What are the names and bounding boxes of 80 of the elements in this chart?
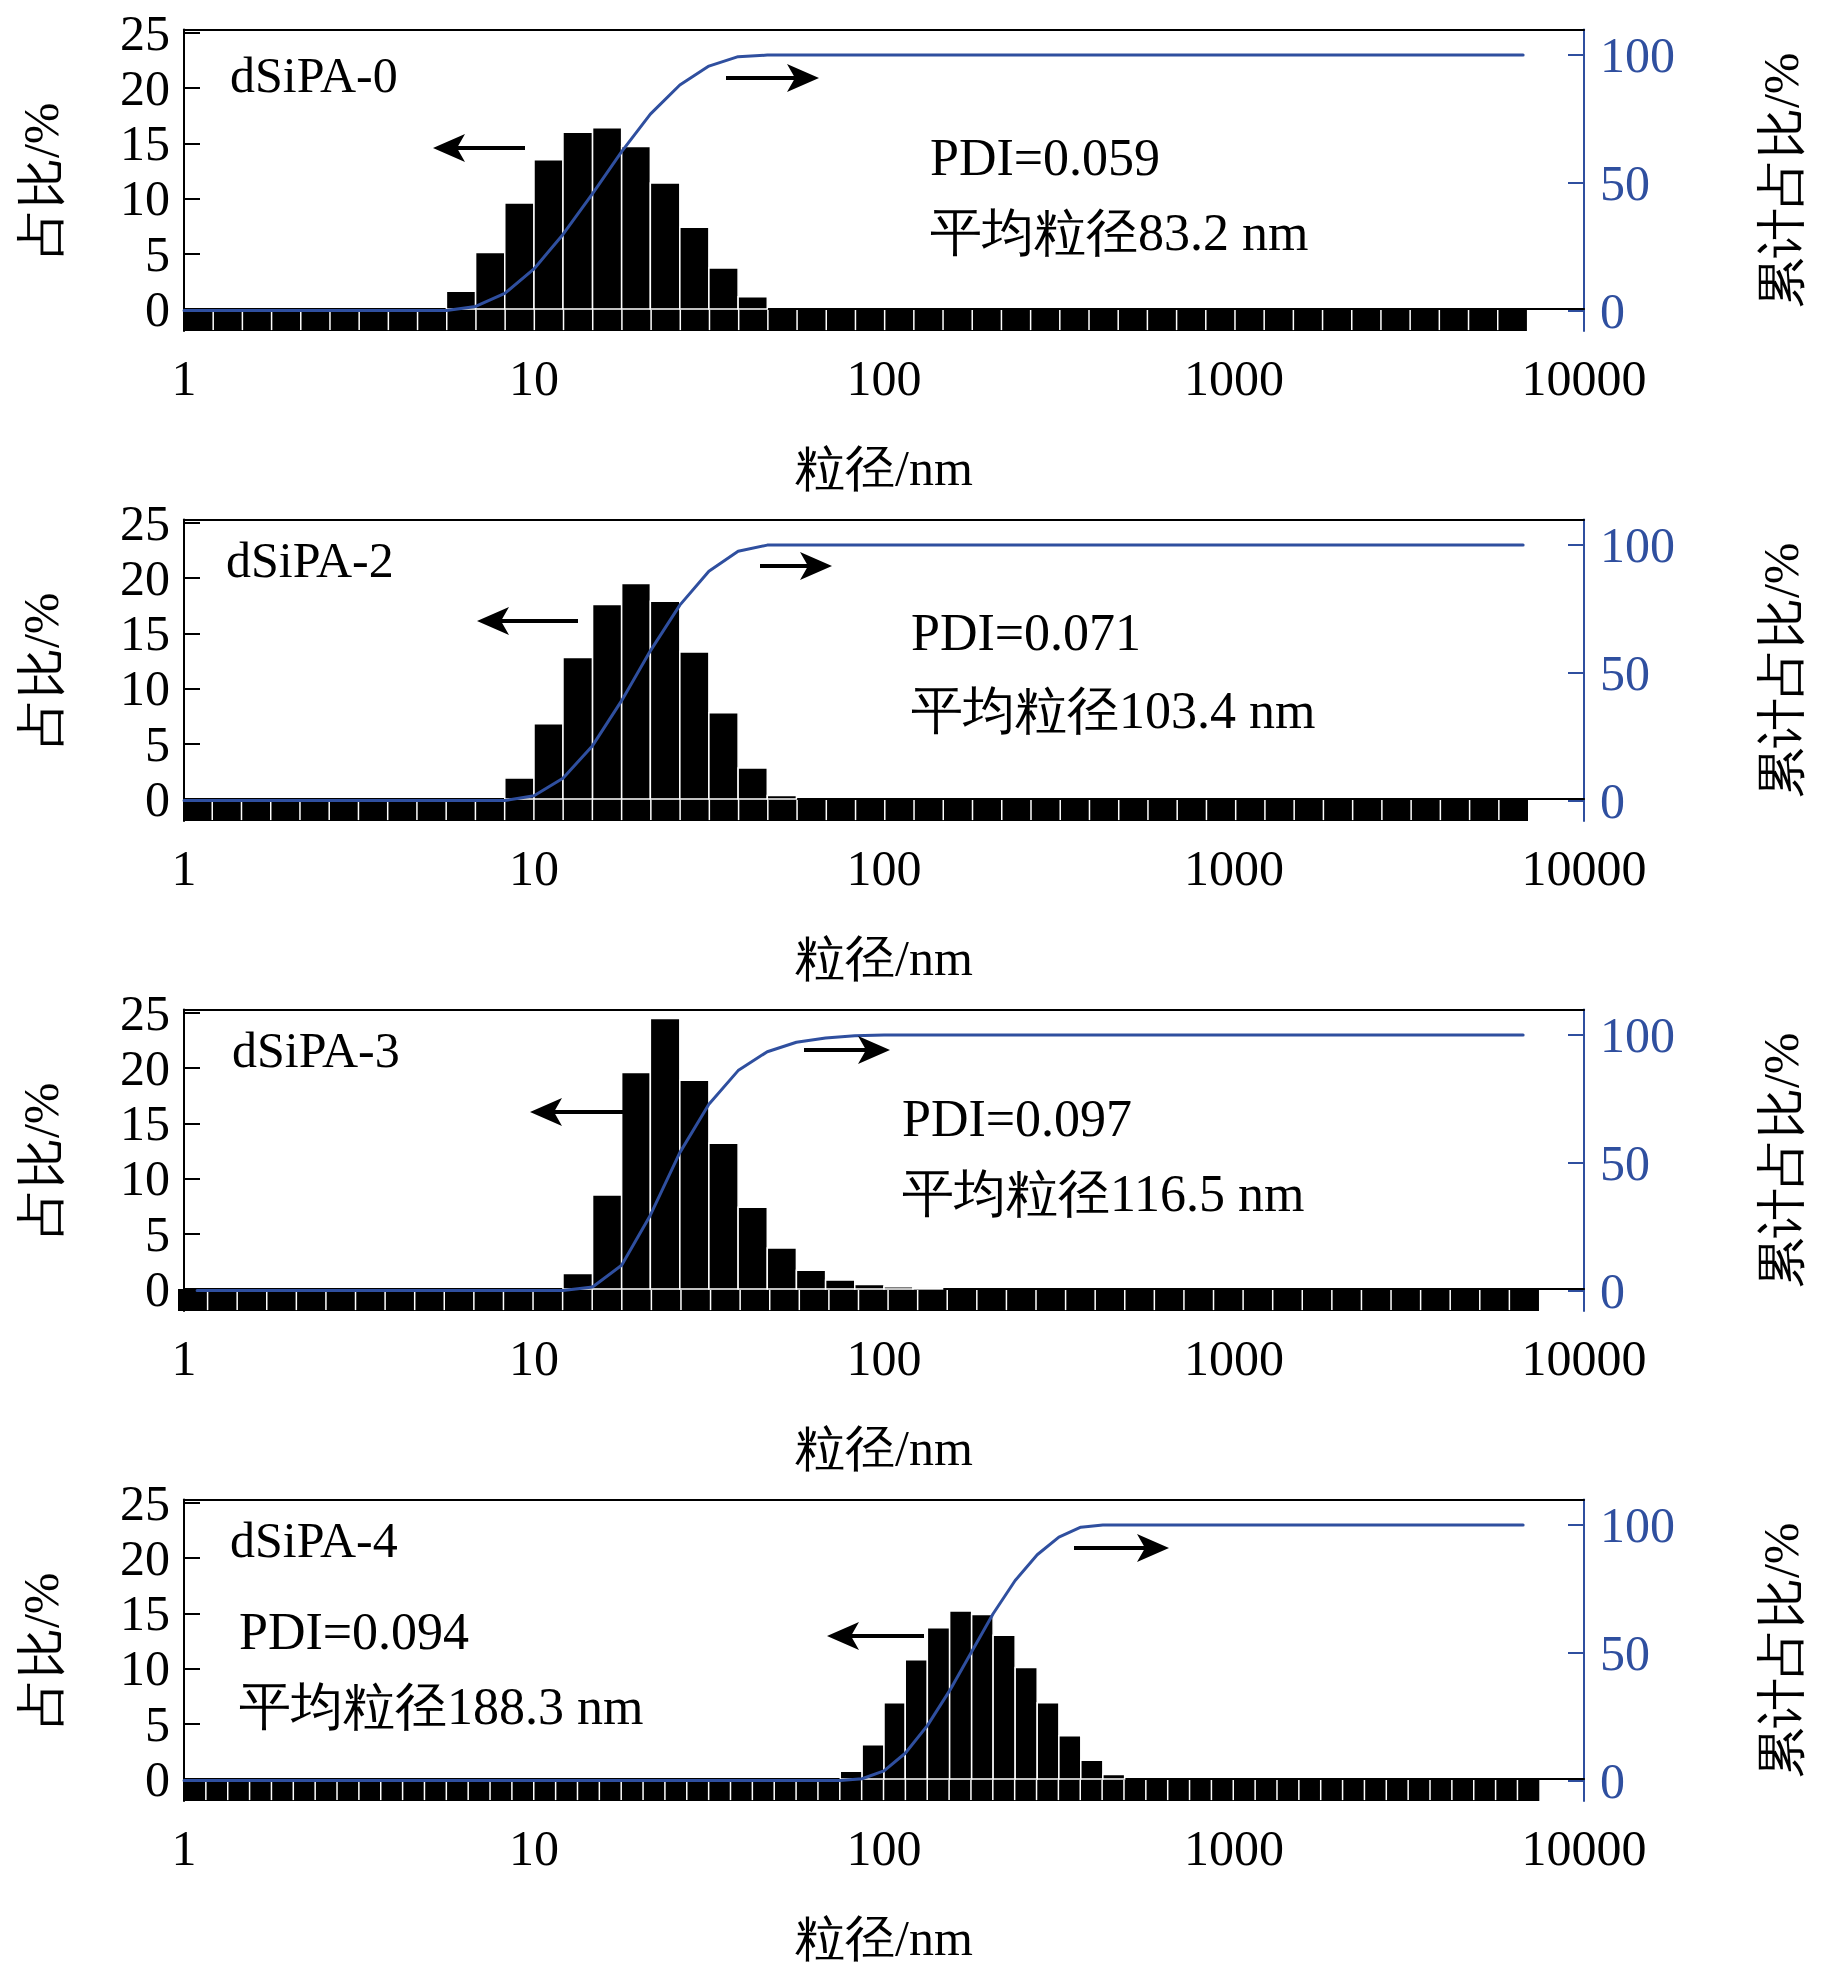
y-tick-label: 20 xyxy=(120,550,170,607)
y-tick-label: 5 xyxy=(145,225,170,282)
annotation: 平均粒径83.2 nm xyxy=(930,203,1309,261)
y-tick-label: 0 xyxy=(145,280,170,337)
annotation: PDI=0.094 xyxy=(239,1602,470,1660)
y-tick-label: 5 xyxy=(145,1205,170,1262)
y2-tick-label: 50 xyxy=(1600,644,1650,701)
y2-tick-label: 100 xyxy=(1600,517,1675,574)
x-axis-title: 粒径/nm xyxy=(795,1420,973,1476)
y-tick-label: 10 xyxy=(120,1640,170,1697)
x-tick-label: 1000 xyxy=(1184,840,1284,896)
y-tick-label: 15 xyxy=(120,605,170,662)
y-tick-label: 0 xyxy=(145,770,170,827)
y-tick-label: 15 xyxy=(120,115,170,172)
x-tick-label: 1000 xyxy=(1184,1330,1284,1386)
y-tick-label: 0 xyxy=(145,1750,170,1807)
annotation: 平均粒径103.4 nm xyxy=(911,681,1316,739)
y-tick-label: 0 xyxy=(145,1260,170,1317)
y-tick-label: 10 xyxy=(120,660,170,717)
x-tick-label: 1 xyxy=(171,840,197,896)
chart-title: dSiPA-0 xyxy=(230,47,398,103)
y2-tick-label: 100 xyxy=(1600,27,1675,84)
y-tick-label: 25 xyxy=(120,984,170,1041)
y2-tick-label: 0 xyxy=(1600,772,1625,829)
x-axis-title: 粒径/nm xyxy=(795,930,973,986)
x-tick-label: 1 xyxy=(171,350,197,406)
x-tick-label: 10 xyxy=(509,350,559,406)
y-tick-label: 20 xyxy=(120,1530,170,1587)
x-tick-label: 10 xyxy=(509,1330,559,1386)
y2-tick-label: 0 xyxy=(1600,1752,1625,1809)
y-tick-label: 20 xyxy=(120,1040,170,1097)
x-tick-label: 1 xyxy=(171,1330,197,1386)
x-tick-label: 1000 xyxy=(1184,1820,1284,1876)
x-tick-label: 10000 xyxy=(1521,1330,1647,1386)
y2-tick-label: 100 xyxy=(1600,1497,1675,1554)
y-tick-label: 25 xyxy=(120,1474,170,1531)
y-axis-title: 占比/% xyxy=(13,592,69,749)
x-tick-label: 10000 xyxy=(1521,350,1647,406)
x-axis-title: 粒径/nm xyxy=(795,440,973,496)
y2-tick-label: 100 xyxy=(1600,1007,1675,1064)
annotation: PDI=0.071 xyxy=(911,603,1142,661)
x-tick-label: 1000 xyxy=(1184,350,1284,406)
y2-axis-title: 累计占比/% xyxy=(1753,1032,1809,1289)
y-tick-label: 10 xyxy=(120,1150,170,1207)
y2-tick-label: 50 xyxy=(1600,1134,1650,1191)
x-tick-label: 10 xyxy=(509,1820,559,1876)
y2-tick-label: 0 xyxy=(1600,282,1625,339)
annotation: 平均粒径116.5 nm xyxy=(902,1164,1305,1222)
y-tick-label: 5 xyxy=(145,1695,170,1752)
y-tick-label: 15 xyxy=(120,1585,170,1642)
y-tick-label: 25 xyxy=(120,4,170,61)
y-axis-title: 占比/% xyxy=(13,1572,69,1729)
x-tick-label: 100 xyxy=(846,1330,922,1386)
chart-title: dSiPA-4 xyxy=(230,1512,398,1568)
y2-axis-title: 累计占比/% xyxy=(1753,1522,1809,1779)
y-axis-title: 占比/% xyxy=(13,102,69,259)
y-tick-label: 5 xyxy=(145,715,170,772)
x-tick-label: 100 xyxy=(846,350,922,406)
x-tick-label: 1 xyxy=(171,1820,197,1876)
y2-tick-label: 50 xyxy=(1600,1624,1650,1681)
x-tick-label: 10 xyxy=(509,840,559,896)
y-tick-label: 25 xyxy=(120,494,170,551)
y2-axis-title: 累计占比/% xyxy=(1753,52,1809,309)
x-tick-label: 10000 xyxy=(1521,840,1647,896)
chart-title: dSiPA-2 xyxy=(226,532,394,588)
y-axis-title: 占比/% xyxy=(13,1082,69,1239)
x-tick-label: 100 xyxy=(846,1820,922,1876)
annotation: PDI=0.059 xyxy=(930,128,1161,186)
x-tick-label: 100 xyxy=(846,840,922,896)
y2-tick-label: 0 xyxy=(1600,1262,1625,1319)
annotation: PDI=0.097 xyxy=(902,1089,1133,1147)
y2-tick-label: 50 xyxy=(1600,154,1650,211)
chart-title: dSiPA-3 xyxy=(232,1022,400,1078)
x-tick-label: 10000 xyxy=(1521,1820,1647,1876)
y2-axis-title: 累计占比/% xyxy=(1753,542,1809,799)
y-tick-label: 15 xyxy=(120,1095,170,1152)
y-tick-label: 10 xyxy=(120,170,170,227)
annotation: 平均粒径188.3 nm xyxy=(239,1677,644,1735)
y-tick-label: 20 xyxy=(120,60,170,117)
x-axis-title: 粒径/nm xyxy=(795,1910,973,1966)
